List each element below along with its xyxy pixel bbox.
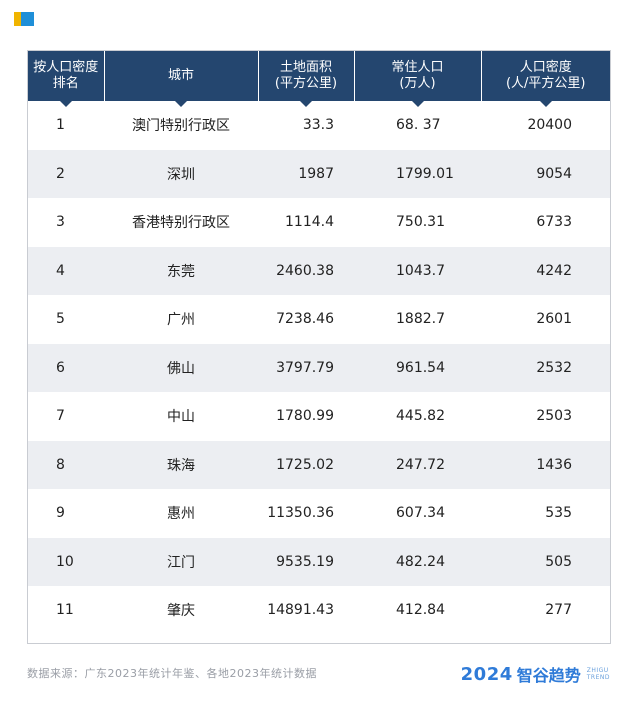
land-area-cell: 7238.46	[276, 311, 334, 328]
city-cell: 珠海	[104, 440, 258, 489]
header-pop-line1: 常住人口	[391, 60, 444, 75]
land-area-cell: 33.3	[302, 117, 334, 134]
table-row: 10 江门 9535.19 482.24 505	[28, 537, 610, 586]
population-cell: 750.31	[396, 214, 445, 231]
table-row: 7 中山 1780.99 445.82 2503	[28, 392, 610, 441]
density-cell: 1436	[481, 440, 610, 489]
header-pointer-icon	[59, 101, 72, 107]
land-area-cell: 11350.36	[267, 505, 334, 522]
city-cell: 深圳	[104, 149, 258, 198]
rank-cell: 8	[28, 440, 104, 489]
land-area-cell: 2460.38	[258, 246, 354, 295]
header-pop-line2: (万人)	[399, 76, 436, 91]
corner-logo-mark	[14, 12, 34, 28]
rank-cell: 2	[28, 149, 104, 198]
density-cell: 2532	[481, 343, 610, 392]
population-density-table: 按人口密度 排名 城市 土地面积 (平方公里) 常住人口 (万人)	[28, 51, 610, 635]
header-land-line2: (平方公里)	[274, 76, 338, 91]
header-city-label: 城市	[167, 68, 194, 83]
brand-year: 2024	[460, 663, 513, 685]
density-cell: 4242	[481, 246, 610, 295]
density-cell: 20400	[527, 117, 572, 134]
land-area-cell: 3797.79	[258, 343, 354, 392]
rank-cell: 6	[28, 343, 104, 392]
population-cell: 247.72	[354, 440, 481, 489]
corner-mark-blue-block	[21, 12, 34, 26]
land-area-cell: 9535.19	[258, 537, 354, 586]
brand-logo: 2024 智谷趋势 ZHIGU TREND	[461, 662, 610, 686]
city-cell: 佛山	[104, 343, 258, 392]
density-cell: 9054	[481, 149, 610, 198]
rank-cell: 10	[28, 537, 104, 586]
density-cell: 535	[545, 505, 572, 522]
land-area-cell: 1987	[258, 149, 354, 198]
header-land-area: 土地面积 (平方公里)	[257, 51, 354, 107]
table-row: 4 东莞 2460.38 1043.7 4242	[28, 246, 610, 295]
header-density: 人口密度 (人/平方公里)	[480, 51, 610, 107]
population-cell: 68. 37	[396, 117, 441, 134]
table-row: 3 香港特别行政区 1114.4 750.31 6733	[28, 198, 610, 247]
table-row: 6 佛山 3797.79 961.54 2532	[28, 343, 610, 392]
table-row: 5 广州 7238.46 1882.7 2601	[28, 295, 610, 344]
city-cell: 广州	[167, 312, 195, 329]
population-cell: 482.24	[354, 537, 481, 586]
population-cell: 1882.7	[396, 311, 445, 328]
rank-cell: 7	[56, 408, 65, 425]
density-cell: 277	[545, 602, 572, 619]
data-source-note: 数据来源：广东2023年统计年鉴、各地2023年统计数据	[27, 667, 317, 680]
header-pointer-icon	[175, 101, 187, 107]
density-cell: 505	[481, 537, 610, 586]
brand-name: 智谷趋势	[516, 666, 581, 685]
city-cell: 江门	[104, 537, 258, 586]
population-cell: 1043.7	[354, 246, 481, 295]
rank-cell: 3	[56, 214, 65, 231]
header-pointer-icon	[411, 101, 424, 107]
table-row: 11 肇庆 14891.43 412.84 277	[28, 586, 610, 635]
city-cell: 东莞	[104, 246, 258, 295]
brand-sub-line1: ZHIGU	[586, 667, 609, 674]
table-row: 9 惠州 11350.36 607.34 535	[28, 489, 610, 538]
rank-cell: 1	[56, 117, 65, 134]
header-rank: 按人口密度 排名	[28, 51, 104, 107]
brand-subtitle: ZHIGU TREND	[587, 667, 610, 681]
land-area-cell: 1114.4	[285, 214, 334, 231]
header-city: 城市	[103, 51, 258, 107]
header-density-line1: 人口密度	[519, 60, 572, 75]
population-cell: 445.82	[396, 408, 445, 425]
table-row: 1 澳门特别行政区 33.3 68. 37 20400	[28, 101, 610, 150]
density-table-frame: 按人口密度 排名 城市 土地面积 (平方公里) 常住人口 (万人)	[27, 50, 611, 644]
table-row: 8 珠海 1725.02 247.72 1436	[28, 440, 610, 489]
header-rank-line1: 按人口密度	[33, 60, 99, 75]
rank-cell: 4	[28, 246, 104, 295]
population-cell: 1799.01	[354, 149, 481, 198]
header-rank-line2: 排名	[52, 76, 79, 91]
population-cell: 961.54	[354, 343, 481, 392]
city-cell: 澳门特别行政区	[132, 118, 230, 135]
city-cell: 中山	[167, 409, 195, 426]
table-row: 2 深圳 1987 1799.01 9054	[28, 149, 610, 198]
rank-cell: 11	[56, 602, 74, 619]
table-body: 1 澳门特别行政区 33.3 68. 37 20400 2 深圳 1987 1799.01 905…	[28, 101, 610, 635]
density-cell: 6733	[536, 214, 572, 231]
header-pointer-icon	[539, 101, 552, 107]
density-cell: 2503	[536, 408, 572, 425]
header-density-line2: (人/平方公里)	[505, 76, 586, 91]
land-area-cell: 14891.43	[267, 602, 334, 619]
header-pointer-icon	[300, 101, 312, 107]
population-cell: 412.84	[396, 602, 445, 619]
city-cell: 香港特别行政区	[132, 215, 230, 232]
land-area-cell: 1780.99	[276, 408, 334, 425]
city-cell: 惠州	[167, 506, 195, 523]
land-area-cell: 1725.02	[258, 440, 354, 489]
density-cell: 2601	[536, 311, 572, 328]
header-land-line1: 土地面积	[279, 60, 332, 75]
rank-cell: 5	[56, 311, 65, 328]
rank-cell: 9	[56, 505, 65, 522]
population-cell: 607.34	[396, 505, 445, 522]
header-population: 常住人口 (万人)	[353, 51, 481, 107]
table-header-row: 按人口密度 排名 城市 土地面积 (平方公里) 常住人口 (万人)	[28, 51, 610, 107]
brand-sub-line2: TREND	[586, 674, 610, 681]
city-cell: 肇庆	[167, 603, 195, 620]
